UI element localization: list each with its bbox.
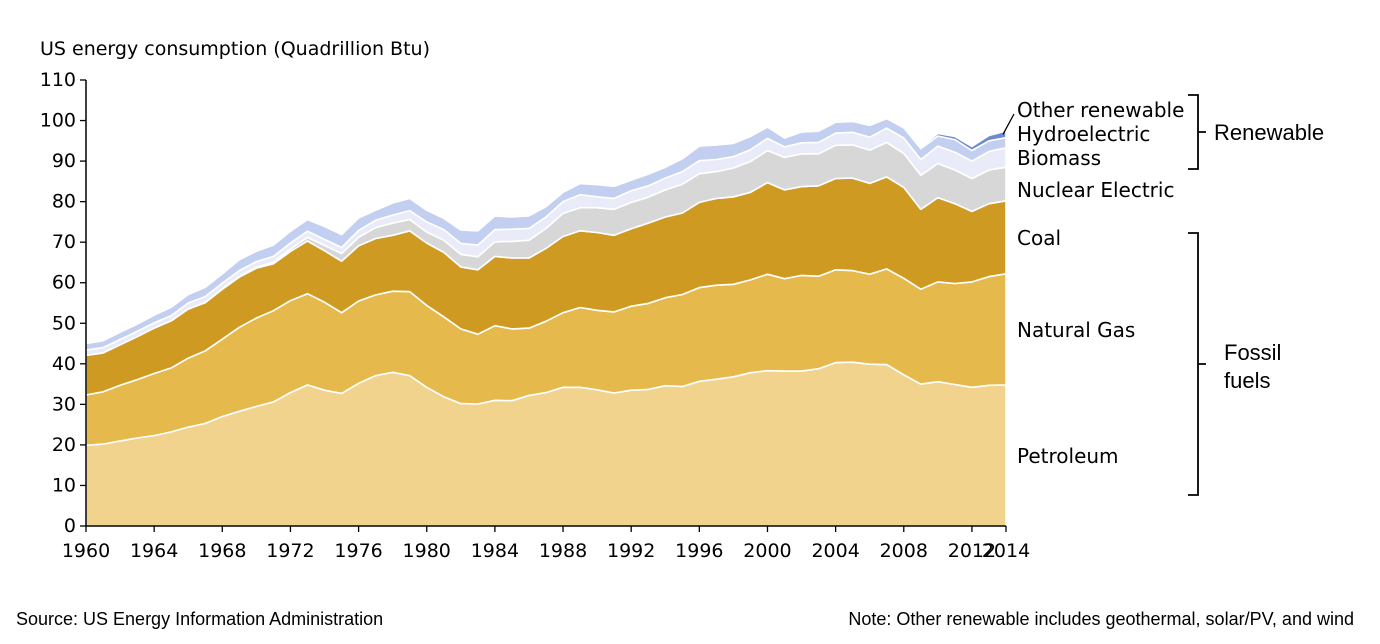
y-tick-label: 10: [52, 474, 76, 496]
area-other-renewable: [85, 116, 1007, 345]
y-tick-label: 100: [40, 110, 76, 132]
series-label-natural-gas: Natural Gas: [1017, 318, 1135, 342]
y-tick-label: 0: [64, 515, 76, 537]
x-tick-label: 1996: [675, 540, 723, 562]
series-label-coal: Coal: [1017, 226, 1061, 250]
x-tick-label: 1964: [130, 540, 178, 562]
x-tick-label: 2012: [948, 540, 996, 562]
group-label-fossil-fuels: Fossil fuels: [1224, 340, 1281, 393]
y-tick-label: 30: [52, 393, 76, 415]
y-tick-label: 60: [52, 272, 76, 294]
x-tick-label: 1972: [266, 540, 314, 562]
series-label-hydroelectric: Hydroelectric: [1017, 122, 1150, 146]
stacked-areas: [85, 116, 1007, 527]
series-label-biomass: Biomass: [1017, 146, 1101, 170]
y-tick-label: 20: [52, 434, 76, 456]
x-tick-label: 2004: [811, 540, 859, 562]
fossil-fuels-bracket: [1188, 232, 1206, 496]
y-tick-label: 50: [52, 312, 76, 334]
y-tick-label: 80: [52, 191, 76, 213]
group-brackets: Renewable Fossil fuels: [1188, 94, 1324, 496]
y-tick-label: 70: [52, 231, 76, 253]
axes: [85, 80, 1006, 527]
y-axis-ticks: 0 10 20 30 40 50 60 70 80 90 100 110: [40, 69, 86, 537]
y-tick-label: 110: [40, 69, 76, 91]
x-tick-label: 2008: [880, 540, 928, 562]
source-note: Source: US Energy Information Administra…: [16, 609, 384, 629]
x-tick-label: 1976: [334, 540, 382, 562]
x-tick-label: 2000: [743, 540, 791, 562]
x-tick-label: 1992: [607, 540, 655, 562]
series-label-petroleum: Petroleum: [1017, 444, 1119, 468]
x-tick-label: 1984: [471, 540, 519, 562]
y-tick-label: 90: [52, 150, 76, 172]
x-tick-label: 1960: [62, 540, 110, 562]
x-tick-label: 1980: [403, 540, 451, 562]
other-renewable-leader-line: [1002, 113, 1015, 135]
series-label-other-renewable: Other renewable: [1017, 98, 1184, 122]
y-tick-label: 40: [52, 353, 76, 375]
group-label-renewable: Renewable: [1214, 120, 1324, 145]
x-tick-label: 1968: [198, 540, 246, 562]
series-label-nuclear-electric: Nuclear Electric: [1017, 178, 1174, 202]
x-tick-label: 2014: [982, 540, 1030, 562]
x-tick-label: 1988: [539, 540, 587, 562]
y-axis-title: US energy consumption (Quadrillion Btu): [40, 38, 430, 60]
x-axis-ticks: 1960 1964 1968 1972 1976 1980 1984 1988 1992 1996…: [62, 526, 1030, 562]
renewable-bracket: [1188, 94, 1206, 170]
footnote: Note: Other renewable includes geotherma…: [848, 609, 1354, 629]
